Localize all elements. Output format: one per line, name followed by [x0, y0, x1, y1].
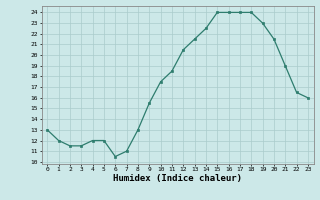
- X-axis label: Humidex (Indice chaleur): Humidex (Indice chaleur): [113, 174, 242, 183]
